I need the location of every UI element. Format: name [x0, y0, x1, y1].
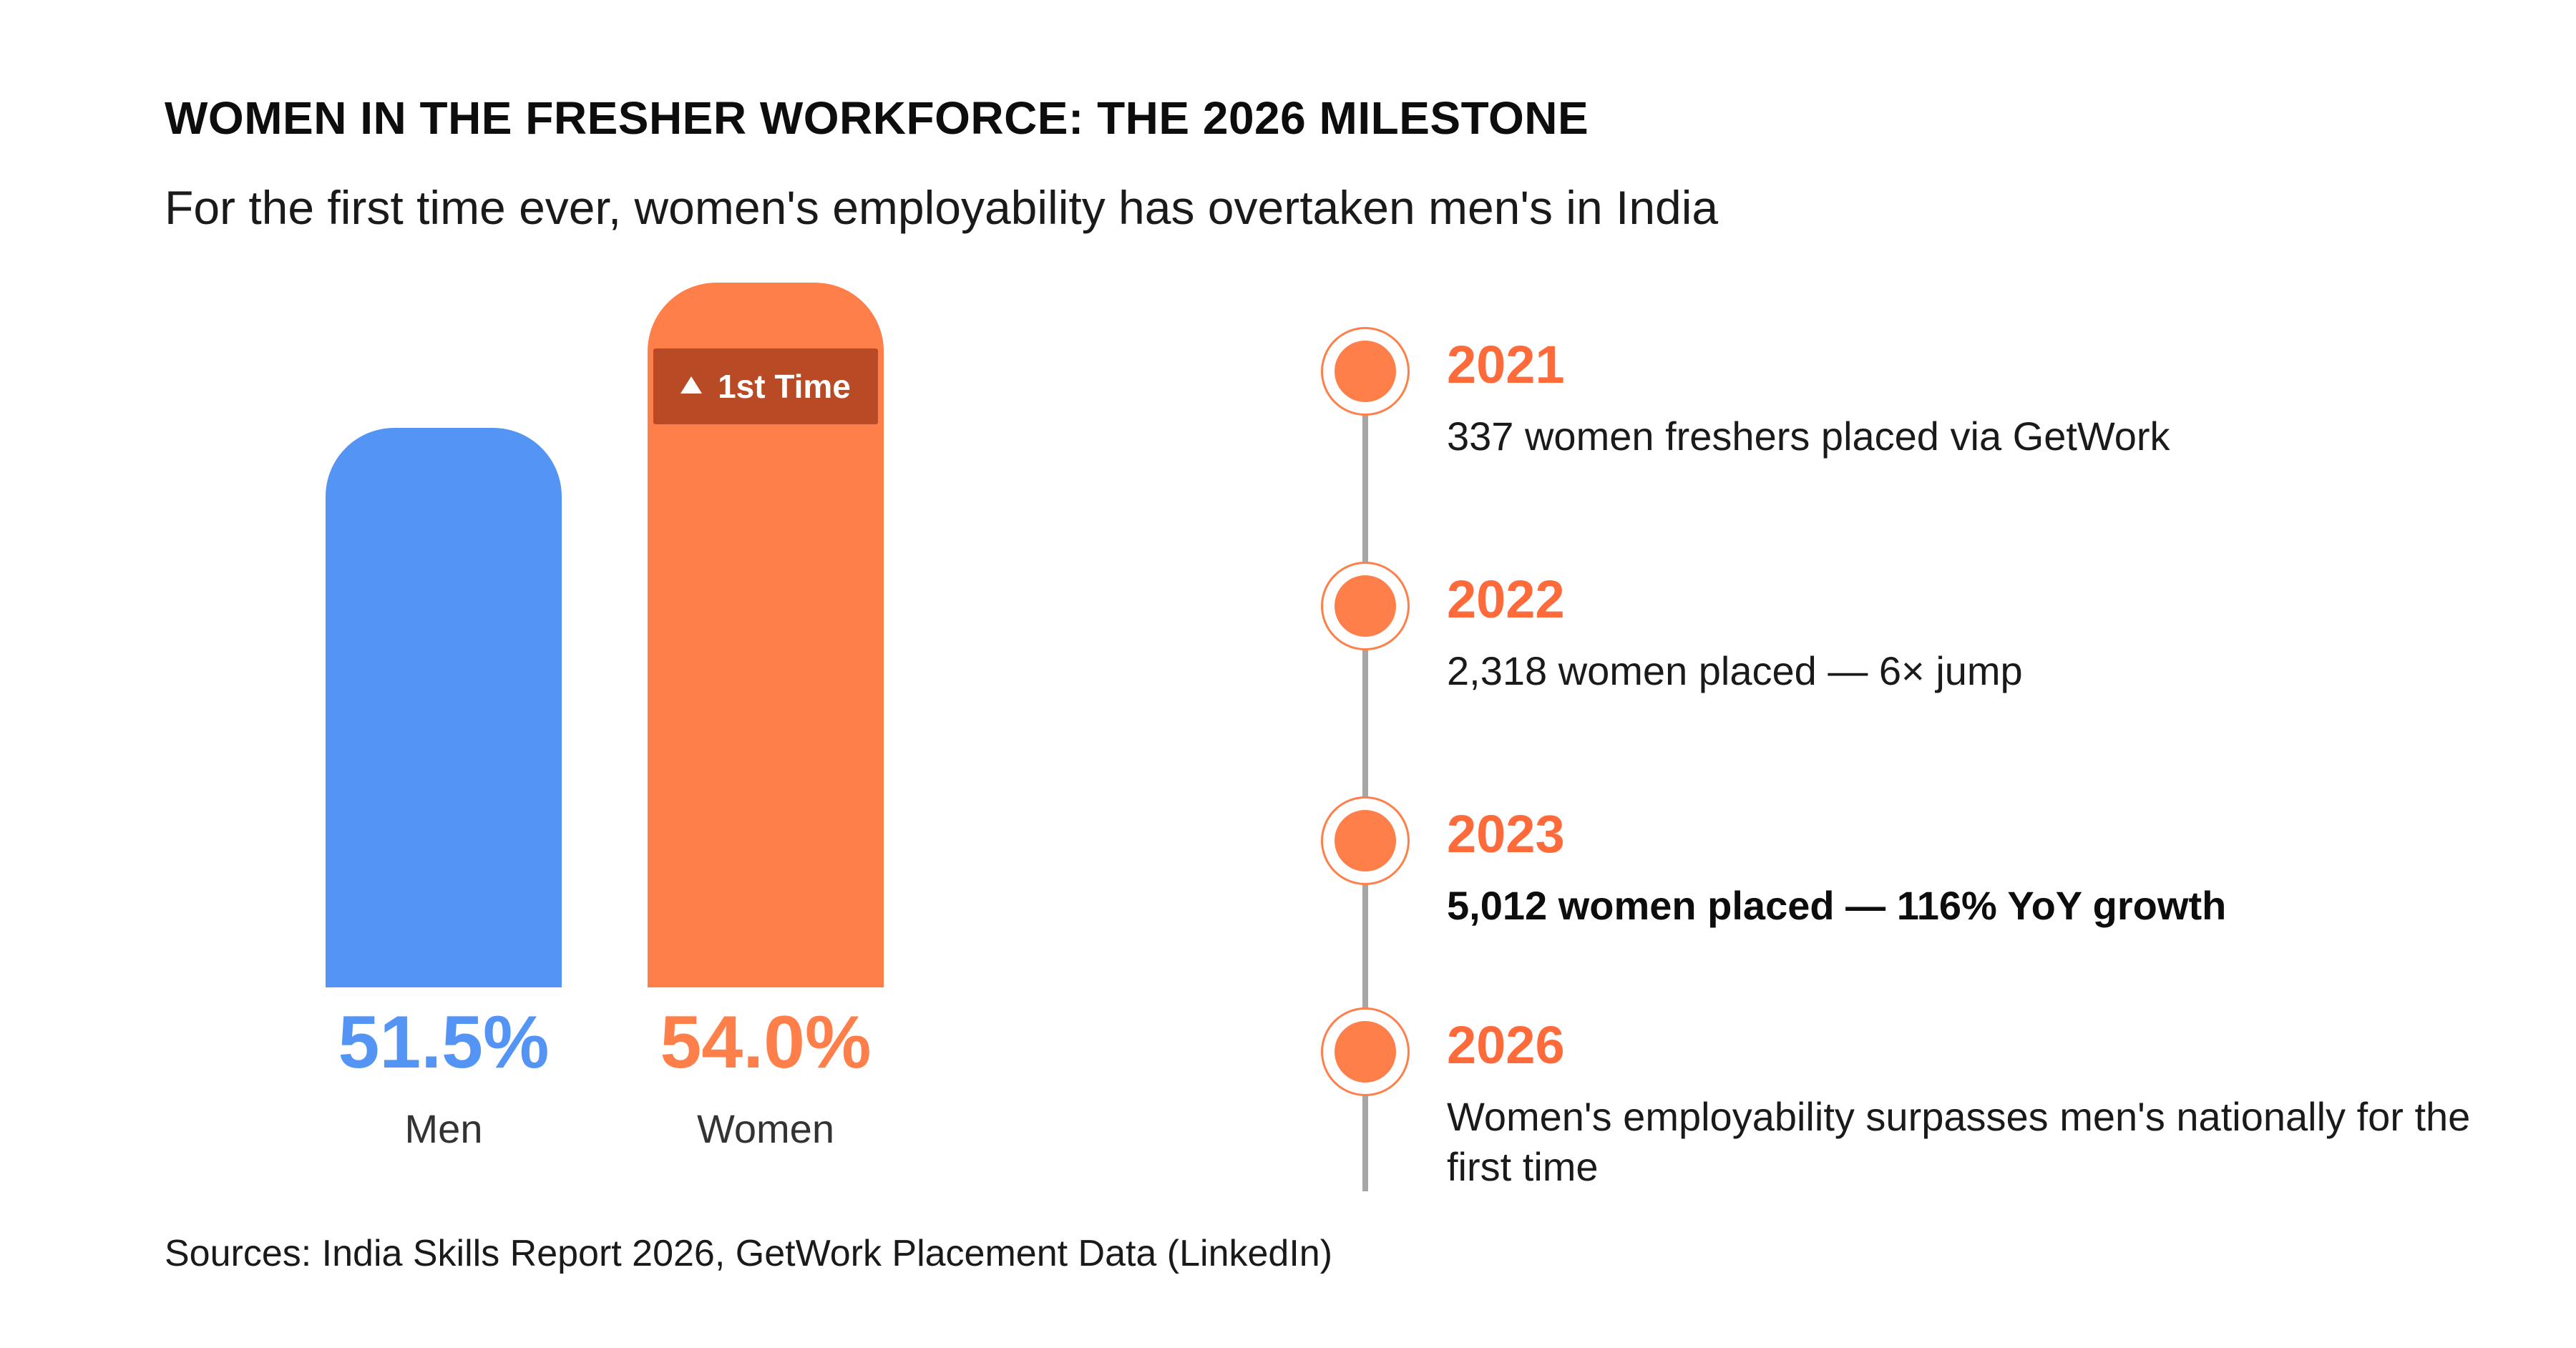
- timeline-description: Women's employability surpasses men's na…: [1447, 1094, 2471, 1189]
- badge-label: 1st Time: [718, 368, 851, 405]
- timeline-line: [1362, 404, 1368, 1191]
- timeline-ring: [1321, 327, 1410, 416]
- timeline-description: 2,318 women placed — 6× jump: [1447, 648, 2023, 693]
- bar-women: 1st Time: [648, 283, 884, 987]
- source-note: Sources: India Skills Report 2026, GetWo…: [165, 1233, 1333, 1274]
- timeline-dot: [1335, 1021, 1396, 1083]
- category-label-men: Men: [404, 1106, 483, 1151]
- value-label-women: 54.0%: [660, 1001, 872, 1084]
- bar-chart: 51.5% Men 1st Time 54.0% Women: [286, 272, 930, 1166]
- timeline-year: 2021: [1447, 335, 1565, 394]
- timeline-ring: [1321, 796, 1410, 885]
- timeline-node-2026: [1321, 1007, 1410, 1096]
- timeline-dot: [1335, 810, 1396, 871]
- timeline-dot: [1335, 341, 1396, 402]
- timeline-ring: [1321, 562, 1410, 650]
- timeline-description: 337 women freshers placed via GetWork: [1447, 414, 2170, 459]
- timeline-description: 5,012 women placed — 116% YoY growth: [1447, 883, 2227, 928]
- timeline-year: 2023: [1447, 804, 1565, 864]
- timeline-node-2023: [1321, 796, 1410, 885]
- page-subtitle: For the first time ever, women's employa…: [165, 181, 1719, 234]
- category-label-women: Women: [697, 1106, 834, 1151]
- timeline-year: 2022: [1447, 570, 1565, 629]
- value-label-men: 51.5%: [338, 1001, 550, 1084]
- timeline-node-2021: [1321, 327, 1410, 416]
- timeline-node-2022: [1321, 562, 1410, 650]
- page-title: WOMEN IN THE FRESHER WORKFORCE: THE 2026…: [165, 92, 1589, 144]
- timeline-ring: [1321, 1007, 1410, 1096]
- first-time-badge: 1st Time: [653, 348, 878, 424]
- bar-rect-men: [326, 428, 562, 987]
- bar-men: [326, 428, 562, 987]
- timeline-year: 2026: [1447, 1015, 1565, 1075]
- timeline-dot: [1335, 575, 1396, 637]
- triangle-up-icon: [680, 376, 703, 394]
